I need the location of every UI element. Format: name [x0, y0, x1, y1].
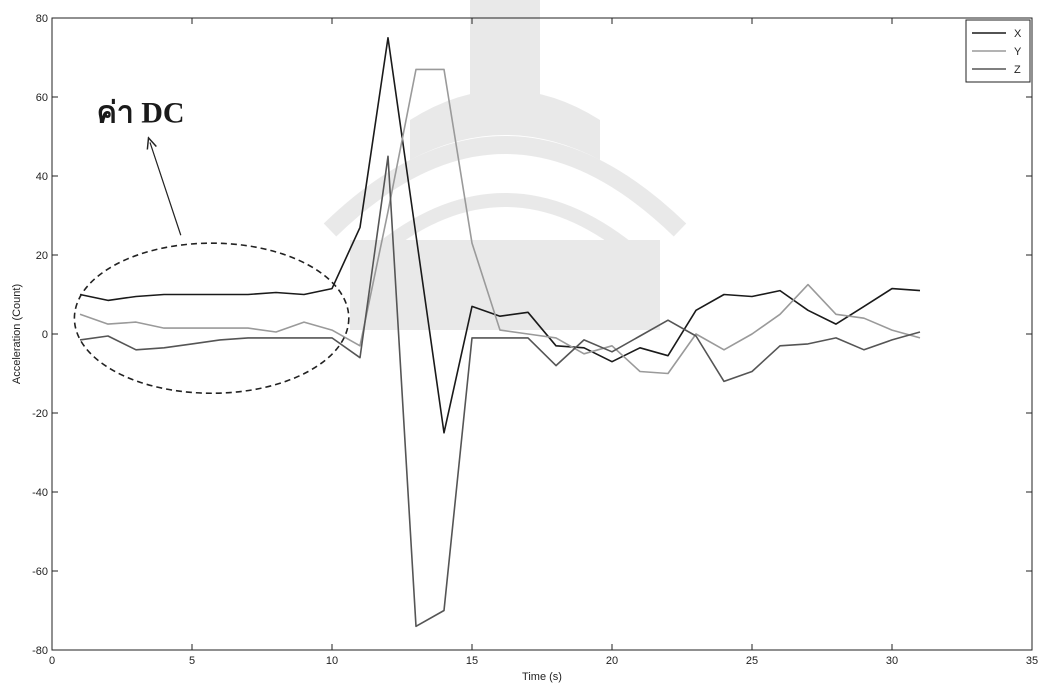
x-tick-label: 35 [1026, 655, 1038, 667]
dc-annotation-arrow [150, 142, 182, 236]
y-tick-label: -80 [32, 645, 48, 657]
y-axis-label: Acceleration (Count) [11, 284, 23, 384]
series-line-y [79, 68, 921, 375]
watermark-logo [323, 0, 687, 330]
y-tick-label: 0 [42, 329, 48, 341]
x-tick-label: 25 [746, 655, 758, 667]
legend-label-x: X [1014, 28, 1022, 40]
y-tick-label: 20 [36, 250, 48, 262]
x-tick-label: 0 [49, 655, 55, 667]
x-axis-label: Time (s) [522, 671, 562, 683]
dc-annotation-label: ค่า DC [97, 97, 185, 130]
x-tick-label: 10 [326, 655, 338, 667]
x-tick-label: 30 [886, 655, 898, 667]
legend-label-y: Y [1014, 46, 1022, 58]
y-tick-label: -60 [32, 566, 48, 578]
y-tick-label: 80 [36, 13, 48, 25]
y-tick-label: -20 [32, 408, 48, 420]
x-tick-label: 20 [606, 655, 618, 667]
dc-annotation-ellipse [73, 242, 350, 395]
y-tick-label: -40 [32, 487, 48, 499]
series-line-z [79, 155, 921, 628]
series-line-x [79, 36, 921, 434]
legend-label-z: Z [1014, 64, 1021, 76]
x-tick-label: 5 [189, 655, 195, 667]
x-tick-label: 15 [466, 655, 478, 667]
y-tick-label: 60 [36, 92, 48, 104]
y-tick-label: 40 [36, 171, 48, 183]
